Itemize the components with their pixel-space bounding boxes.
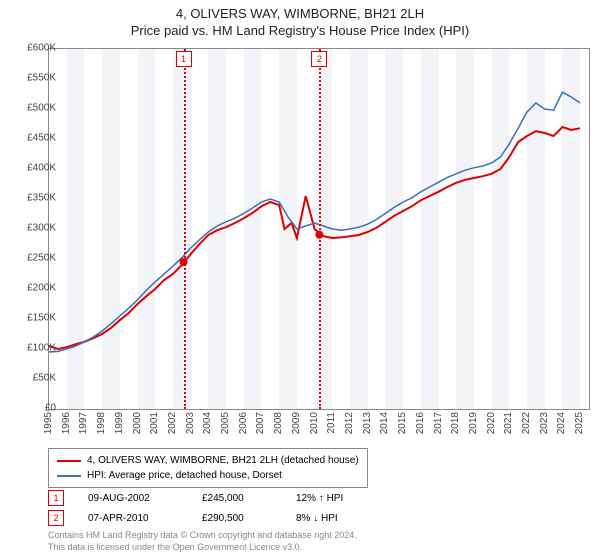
legend-item: HPI: Average price, detached house, Dors… [57, 468, 359, 483]
x-axis-label: 2025 [574, 412, 585, 434]
marker-row: 2 07-APR-2010 £290,500 8% ↓ HPI [48, 510, 343, 526]
y-axis-label: £250K [12, 253, 56, 264]
y-axis-label: £150K [12, 313, 56, 324]
chart-footer: Contains HM Land Registry data © Crown c… [48, 530, 357, 553]
x-axis-label: 2024 [556, 412, 567, 434]
x-axis-label: 2001 [149, 412, 160, 434]
chart-title: 4, OLIVERS WAY, WIMBORNE, BH21 2LH Price… [0, 0, 600, 40]
x-axis-label: 2002 [167, 412, 178, 434]
x-axis-label: 1996 [61, 412, 72, 434]
marker-table: 1 09-AUG-2002 £245,000 12% ↑ HPI 2 07-APR-201… [48, 490, 343, 530]
legend-swatch [57, 475, 81, 477]
x-axis-label: 2010 [309, 412, 320, 434]
y-axis-label: £550K [12, 73, 56, 84]
x-axis-label: 2018 [450, 412, 461, 434]
x-axis-label: 2003 [185, 412, 196, 434]
legend-item: 4, OLIVERS WAY, WIMBORNE, BH21 2LH (deta… [57, 453, 359, 468]
chart-legend: 4, OLIVERS WAY, WIMBORNE, BH21 2LH (deta… [48, 448, 368, 488]
marker-delta: 12% ↑ HPI [296, 493, 343, 504]
legend-swatch [57, 460, 81, 462]
marker-line-2 [319, 49, 321, 409]
x-axis-label: 2012 [344, 412, 355, 434]
x-axis-label: 2019 [468, 412, 479, 434]
x-axis-label: 2007 [255, 412, 266, 434]
y-axis-label: £600K [12, 43, 56, 54]
x-axis-label: 2009 [291, 412, 302, 434]
x-axis-label: 1999 [114, 412, 125, 434]
marker-box-2: 2 [311, 51, 327, 67]
x-axis-label: 2016 [415, 412, 426, 434]
x-axis-label: 2023 [539, 412, 550, 434]
legend-label: HPI: Average price, detached house, Dors… [87, 468, 282, 483]
y-axis-label: £300K [12, 223, 56, 234]
x-axis-label: 2006 [238, 412, 249, 434]
x-axis-label: 2008 [273, 412, 284, 434]
legend-label: 4, OLIVERS WAY, WIMBORNE, BH21 2LH (deta… [87, 453, 359, 468]
marker-box-1: 1 [176, 51, 192, 67]
y-axis-label: £500K [12, 103, 56, 114]
marker-line-1 [184, 49, 186, 409]
x-axis-label: 2004 [202, 412, 213, 434]
x-axis-label: 1997 [78, 412, 89, 434]
marker-row-box: 2 [48, 510, 64, 526]
x-axis-label: 2011 [326, 412, 337, 434]
x-axis-label: 2014 [379, 412, 390, 434]
marker-price: £245,000 [202, 493, 272, 504]
chart-plot-area: 12 [48, 48, 590, 410]
x-axis-label: 2020 [486, 412, 497, 434]
marker-date: 07-APR-2010 [88, 513, 178, 524]
x-axis-label: 1998 [96, 412, 107, 434]
x-axis-label: 2005 [220, 412, 231, 434]
x-axis-label: 2022 [521, 412, 532, 434]
y-axis-label: £400K [12, 163, 56, 174]
x-axis-label: 2017 [433, 412, 444, 434]
y-axis-label: £100K [12, 343, 56, 354]
x-axis-label: 2013 [362, 412, 373, 434]
x-axis-label: 2015 [397, 412, 408, 434]
marker-row-box: 1 [48, 490, 64, 506]
marker-row: 1 09-AUG-2002 £245,000 12% ↑ HPI [48, 490, 343, 506]
marker-price: £290,500 [202, 513, 272, 524]
y-axis-label: £350K [12, 193, 56, 204]
series-price_paid [49, 127, 580, 349]
x-axis-label: 2021 [503, 412, 514, 434]
y-axis-label: £50K [12, 373, 56, 384]
marker-delta: 8% ↓ HPI [296, 513, 338, 524]
x-axis-label: 2000 [132, 412, 143, 434]
x-axis-label: 1995 [43, 412, 54, 434]
y-axis-label: £200K [12, 283, 56, 294]
y-axis-label: £450K [12, 133, 56, 144]
marker-date: 09-AUG-2002 [88, 493, 178, 504]
